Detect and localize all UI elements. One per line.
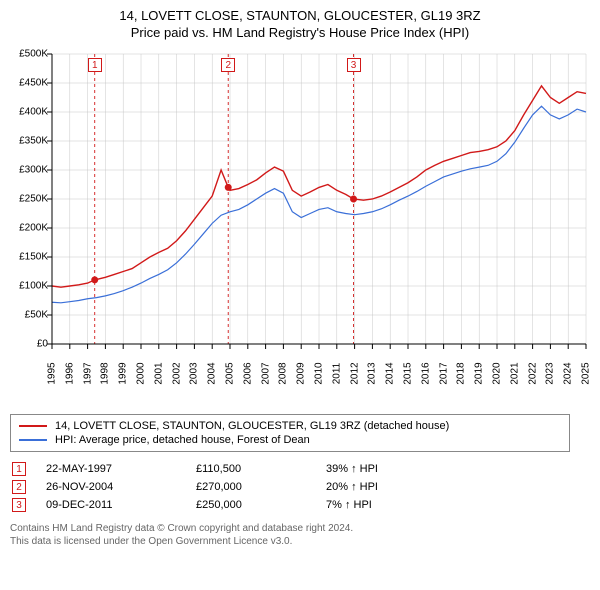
title-block: 14, LOVETT CLOSE, STAUNTON, GLOUCESTER, … bbox=[10, 8, 590, 40]
sale-row: 1 22-MAY-1997£110,50039% ↑ HPI bbox=[10, 460, 570, 478]
legend-label: HPI: Average price, detached house, Fore… bbox=[55, 434, 310, 446]
sale-date: 22-MAY-1997 bbox=[46, 463, 196, 475]
sale-row: 2 26-NOV-2004£270,00020% ↑ HPI bbox=[10, 478, 570, 496]
sale-price: £250,000 bbox=[196, 499, 326, 511]
sale-diff: 39% ↑ HPI bbox=[326, 463, 378, 475]
sales-table: 1 22-MAY-1997£110,50039% ↑ HPI 2 26-NOV-200… bbox=[10, 460, 570, 514]
sale-diff: 7% ↑ HPI bbox=[326, 499, 372, 511]
sale-marker-badge: 2 bbox=[12, 480, 26, 494]
chart-container: 14, LOVETT CLOSE, STAUNTON, GLOUCESTER, … bbox=[0, 0, 600, 558]
legend-swatch bbox=[19, 439, 47, 441]
sale-price: £110,500 bbox=[196, 463, 326, 475]
legend-row: HPI: Average price, detached house, Fore… bbox=[19, 433, 561, 447]
sale-marker-badge: 3 bbox=[12, 498, 26, 512]
chart: £0£50K£100K£150K£200K£250K£300K£350K£400… bbox=[10, 48, 590, 408]
sale-diff: 20% ↑ HPI bbox=[326, 481, 378, 493]
legend-row: 14, LOVETT CLOSE, STAUNTON, GLOUCESTER, … bbox=[19, 419, 561, 433]
sale-date: 26-NOV-2004 bbox=[46, 481, 196, 493]
footer-line1: Contains HM Land Registry data © Crown c… bbox=[10, 522, 590, 535]
legend-box: 14, LOVETT CLOSE, STAUNTON, GLOUCESTER, … bbox=[10, 414, 570, 452]
sale-date: 09-DEC-2011 bbox=[46, 499, 196, 511]
footer-line2: This data is licensed under the Open Gov… bbox=[10, 535, 590, 548]
legend-swatch bbox=[19, 425, 47, 427]
sale-marker-badge: 1 bbox=[12, 462, 26, 476]
footer-note: Contains HM Land Registry data © Crown c… bbox=[10, 522, 590, 548]
chart-svg bbox=[10, 48, 590, 408]
title-address: 14, LOVETT CLOSE, STAUNTON, GLOUCESTER, … bbox=[10, 8, 590, 23]
title-subtitle: Price paid vs. HM Land Registry's House … bbox=[10, 25, 590, 40]
legend-label: 14, LOVETT CLOSE, STAUNTON, GLOUCESTER, … bbox=[55, 420, 449, 432]
sale-price: £270,000 bbox=[196, 481, 326, 493]
sale-row: 3 09-DEC-2011£250,0007% ↑ HPI bbox=[10, 496, 570, 514]
